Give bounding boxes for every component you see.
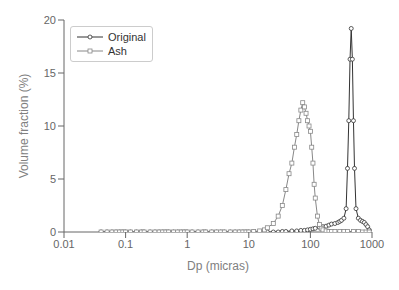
svg-text:1000: 1000 (360, 238, 384, 250)
svg-text:100: 100 (301, 238, 319, 250)
svg-text:Dp (micras): Dp (micras) (187, 259, 249, 273)
svg-text:0.1: 0.1 (118, 238, 133, 250)
svg-text:20: 20 (44, 14, 56, 26)
svg-text:Volume fraction (%): Volume fraction (%) (17, 74, 31, 179)
html-text:Original: Original (108, 31, 146, 43)
svg-text:1: 1 (184, 238, 190, 250)
svg-text:0: 0 (50, 226, 56, 238)
svg-text:10: 10 (243, 238, 255, 250)
svg-text:0.01: 0.01 (53, 238, 74, 250)
svg-text:5: 5 (50, 173, 56, 185)
svg-text:15: 15 (44, 67, 56, 79)
html-text:Ash: Ash (108, 45, 127, 57)
svg-text:10: 10 (44, 120, 56, 132)
